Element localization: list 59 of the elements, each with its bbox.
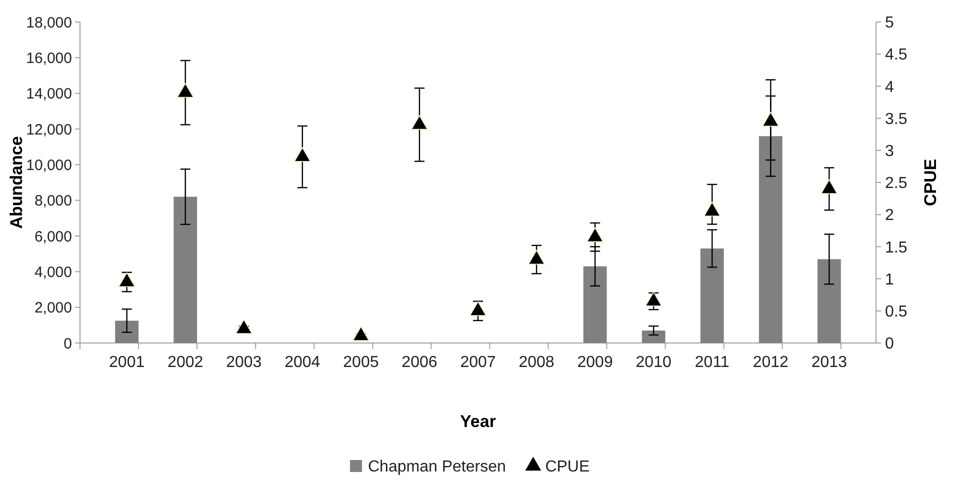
x-tick-label: 2008	[518, 354, 554, 371]
y2-tick-label: 3.5	[885, 110, 908, 128]
x-tick-label: 2004	[284, 354, 320, 371]
y-axis-title: Abundance	[7, 136, 26, 229]
y2-tick-label: 0.5	[885, 304, 908, 320]
y2-axis-title: CPUE	[921, 158, 940, 206]
point	[294, 147, 311, 162]
point	[411, 115, 428, 130]
x-tick-label: 2001	[109, 354, 145, 371]
point	[118, 272, 136, 288]
x-tick-label: 2007	[460, 354, 496, 371]
y-tick-label: 8,000	[34, 192, 72, 210]
x-tick-label: 2010	[636, 354, 672, 371]
x-tick-label: 2003	[226, 354, 262, 371]
y-tick-label: 14,000	[26, 86, 72, 103]
y-tick-label: 4,000	[34, 264, 72, 281]
y-tick-label: 18,000	[26, 14, 72, 32]
point	[704, 202, 720, 216]
x-tick-label: 2005	[343, 354, 379, 371]
legend-label: CPUE	[545, 458, 590, 476]
point	[236, 319, 252, 334]
x-tick-label: 2013	[811, 354, 848, 371]
y-tick-label: 6,000	[34, 228, 72, 246]
y-tick-label: 16,000	[26, 50, 72, 67]
y-tick-label: 2,000	[34, 300, 72, 317]
x-tick-label: 2009	[577, 354, 613, 371]
y2-tick-label: 0	[885, 336, 894, 353]
y2-tick-label: 2	[885, 207, 894, 224]
x-tick-label: 2006	[402, 354, 438, 371]
point	[176, 83, 194, 98]
bar	[758, 136, 782, 343]
point	[645, 292, 662, 306]
bar	[817, 259, 841, 343]
x-tick-label: 2011	[694, 354, 730, 371]
point	[352, 326, 370, 341]
bar	[700, 248, 724, 343]
point	[470, 301, 486, 316]
y-tick-label: 12,000	[26, 121, 72, 138]
y2-tick-label: 4.5	[885, 46, 908, 64]
y-tick-label: 0	[64, 335, 72, 352]
y2-tick-label: 2.5	[885, 175, 908, 192]
point	[586, 227, 604, 242]
legend-label: Chapman Petersen	[368, 458, 506, 476]
bar	[174, 196, 198, 343]
y2-tick-label: 1	[885, 271, 894, 288]
y2-tick-label: 3	[885, 143, 894, 160]
y-tick-label: 10,000	[26, 156, 72, 174]
point	[762, 112, 780, 127]
bar	[115, 320, 139, 343]
y2-tick-label: 4	[885, 78, 894, 96]
bar	[583, 266, 607, 343]
x-axis-title: Year	[460, 412, 496, 431]
x-tick-label: 2012	[752, 354, 789, 371]
y2-tick-label: 5	[885, 14, 894, 32]
y2-tick-label: 1.5	[885, 239, 908, 256]
point	[820, 179, 838, 194]
bar	[642, 330, 666, 343]
x-tick-label: 2002	[168, 354, 204, 371]
point	[528, 250, 545, 265]
